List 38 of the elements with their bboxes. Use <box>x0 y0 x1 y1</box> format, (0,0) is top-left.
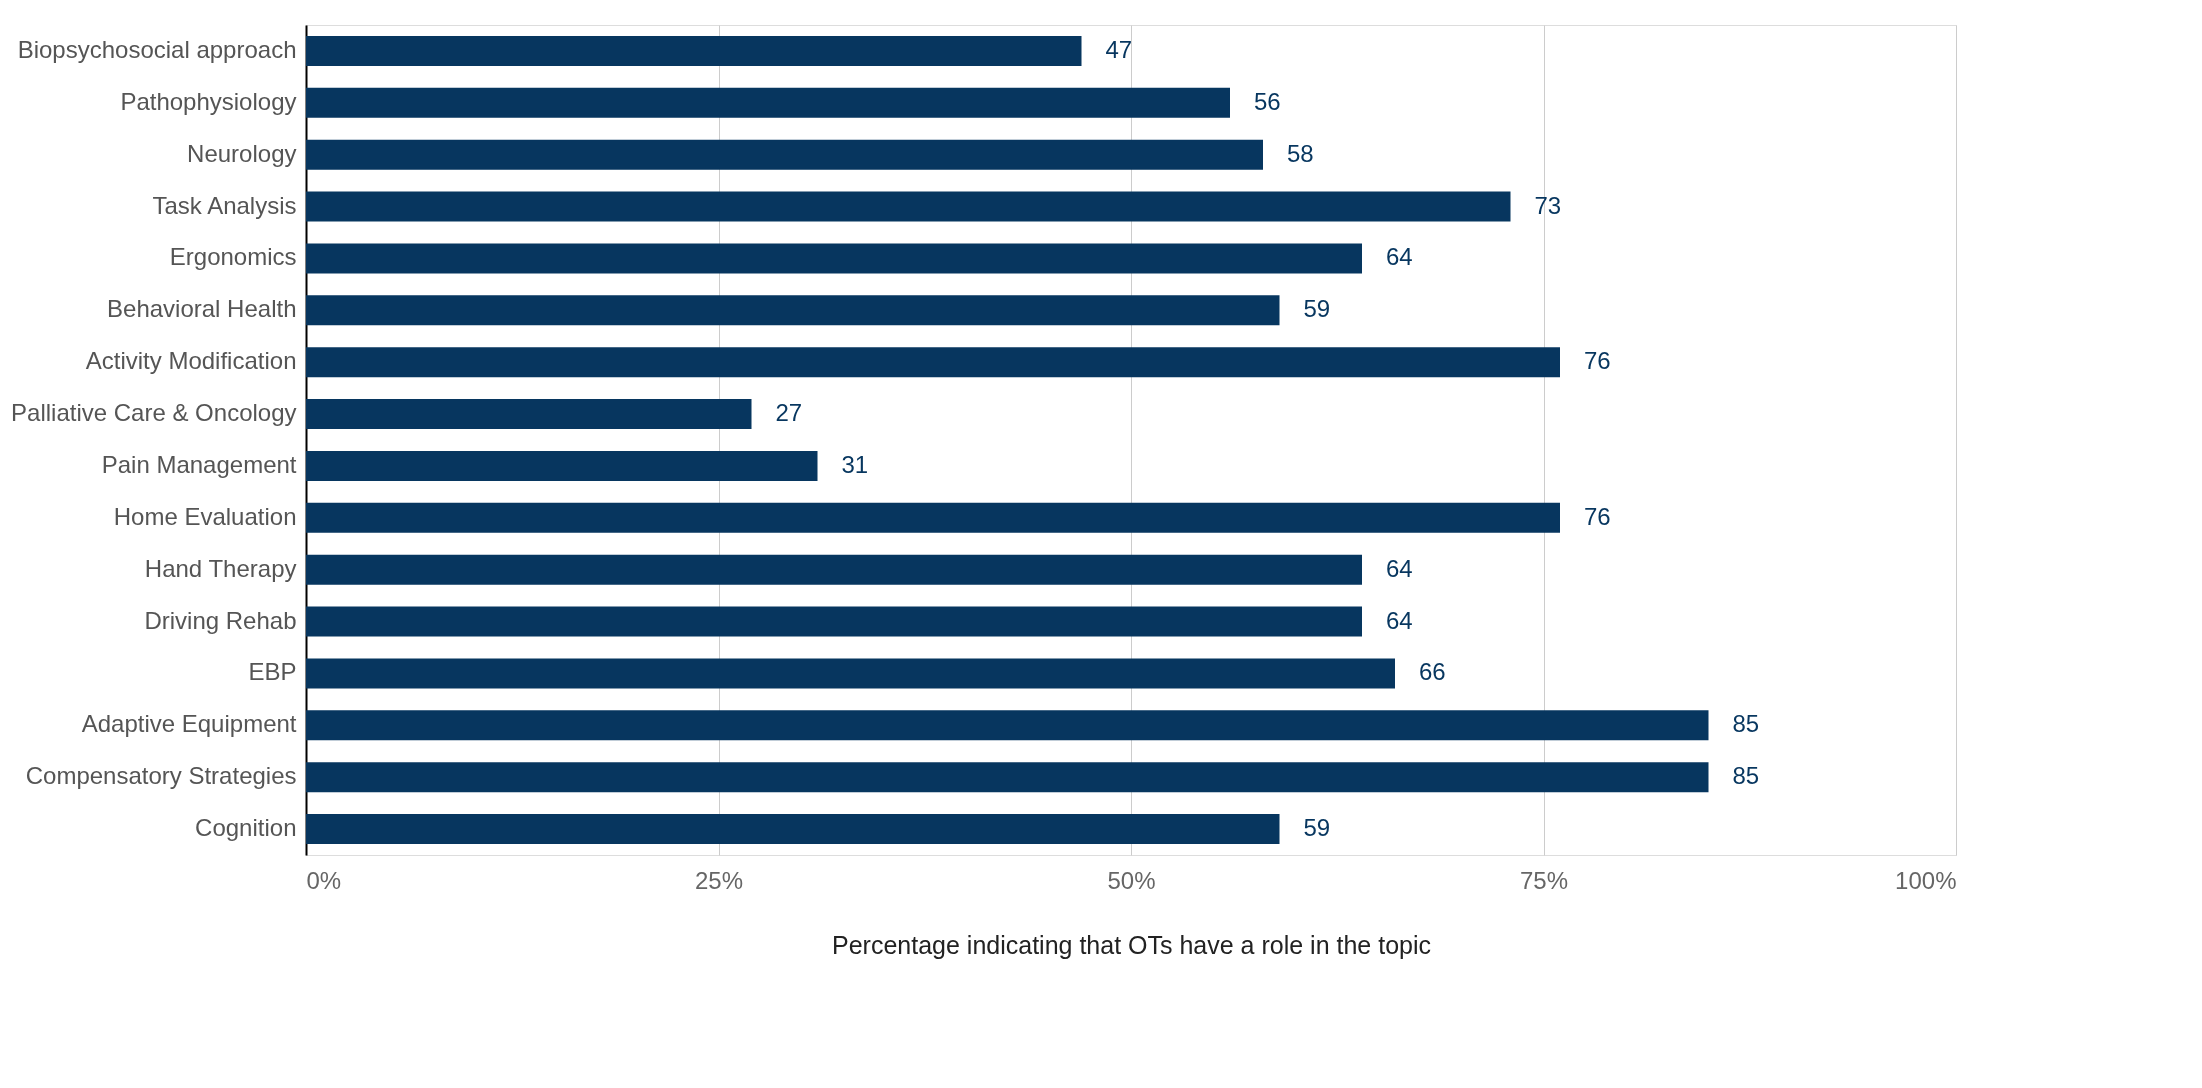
data-label: 59 <box>1303 295 1331 323</box>
data-label: 56 <box>1254 87 1281 115</box>
x-tick-label: 100% <box>1895 866 1957 894</box>
data-label: 31 <box>841 450 869 478</box>
y-tick-label: Pain Management <box>101 450 297 478</box>
y-tick-label: Neurology <box>187 139 297 167</box>
y-tick-label: Activity Modification <box>85 347 297 375</box>
data-label: 59 <box>1303 814 1331 842</box>
data-label: 58 <box>1287 139 1314 167</box>
y-tick-label: Cognition <box>195 814 297 842</box>
y-tick-label: EBP <box>248 658 297 686</box>
y-tick-label: Behavioral Health <box>107 295 297 323</box>
y-tick-label: Adaptive Equipment <box>81 710 297 738</box>
y-tick-label: Hand Therapy <box>144 554 297 582</box>
data-label: 76 <box>1584 347 1611 375</box>
data-label: 64 <box>1386 554 1413 582</box>
y-tick-label: Home Evaluation <box>113 502 297 530</box>
x-tick-label: 25% <box>694 866 744 894</box>
data-label: 76 <box>1584 502 1611 530</box>
x-tick-label: 75% <box>1519 866 1569 894</box>
y-tick-label: Driving Rehab <box>144 606 297 634</box>
y-tick-label: Compensatory Strategies <box>25 762 297 790</box>
data-label: 85 <box>1732 762 1760 790</box>
x-axis-title: Percentage indicating that OTs have a role in the topic <box>832 930 1431 959</box>
data-label: 64 <box>1386 606 1413 634</box>
y-tick-label: Palliative Care & Oncology <box>11 399 297 427</box>
x-tick-label: 0% <box>306 866 342 894</box>
data-label: 73 <box>1534 191 1562 219</box>
data-label: 85 <box>1732 710 1760 738</box>
y-tick-label: Task Analysis <box>152 191 297 219</box>
data-label: 66 <box>1419 658 1446 686</box>
x-tick-label: 50% <box>1107 866 1156 894</box>
y-tick-label: Biopsychosocial approach <box>17 35 297 63</box>
data-label: 47 <box>1105 35 1133 63</box>
data-label: 27 <box>775 399 803 427</box>
y-tick-label: Pathophysiology <box>120 87 297 115</box>
y-tick-label: Ergonomics <box>169 243 297 271</box>
data-label: 64 <box>1386 243 1413 271</box>
